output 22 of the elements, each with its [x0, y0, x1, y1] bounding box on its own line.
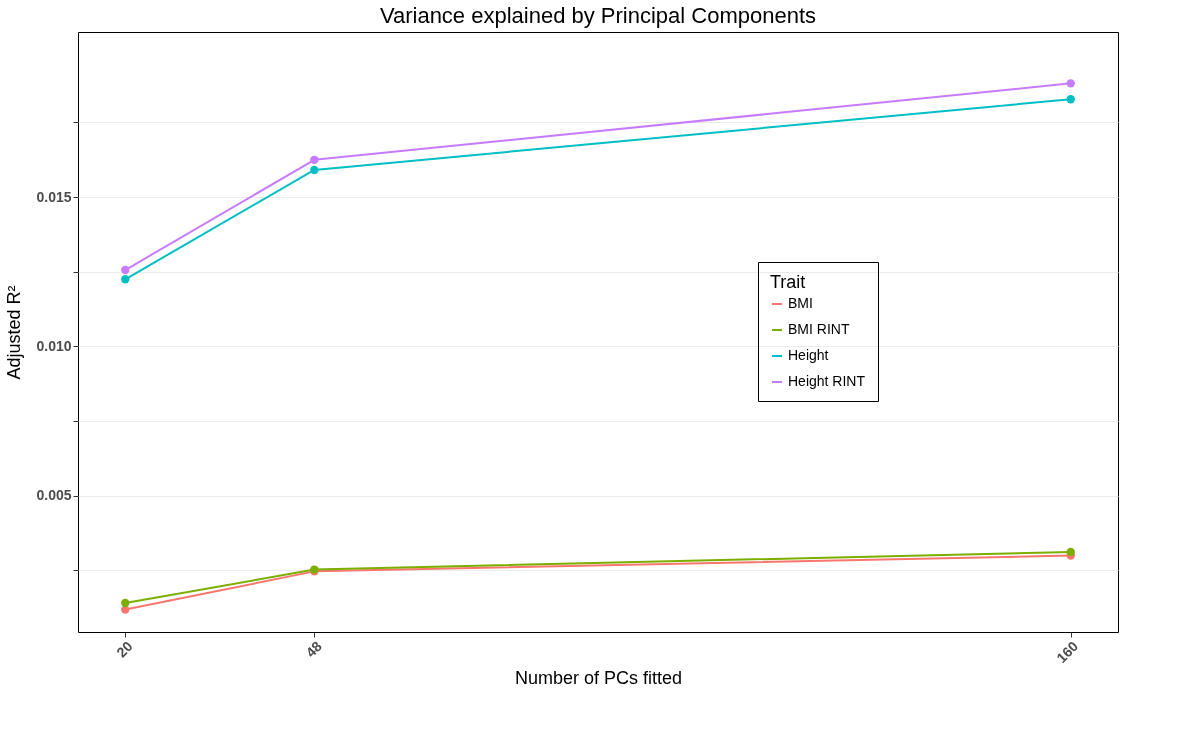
y-tick-label: 0.010 [36, 337, 72, 354]
y-tick-label: 0.015 [36, 188, 72, 205]
x-tick-label: 48 [302, 637, 325, 661]
point [310, 155, 319, 164]
x-axis-title: Number of PCs fitted [514, 667, 683, 688]
y-tick-label: 0.005 [36, 487, 72, 504]
point [310, 165, 319, 175]
point [121, 275, 130, 284]
point [121, 265, 130, 275]
point [1066, 95, 1075, 104]
x-tick-label: 160 [1053, 637, 1082, 666]
legend-label: Height RINT [788, 373, 866, 389]
legend-title: Trait [770, 272, 806, 292]
chart-title: Variance explained by Principal Components [379, 3, 817, 28]
legend-label: Height [788, 347, 829, 363]
point [121, 598, 130, 608]
legend-label: BMI [788, 295, 813, 311]
point [1066, 79, 1075, 88]
point [1066, 547, 1075, 557]
y-axis-title: Adjusted R² [4, 285, 25, 380]
legend-label: BMI RINT [788, 321, 850, 337]
x-tick-label: 20 [113, 637, 136, 661]
